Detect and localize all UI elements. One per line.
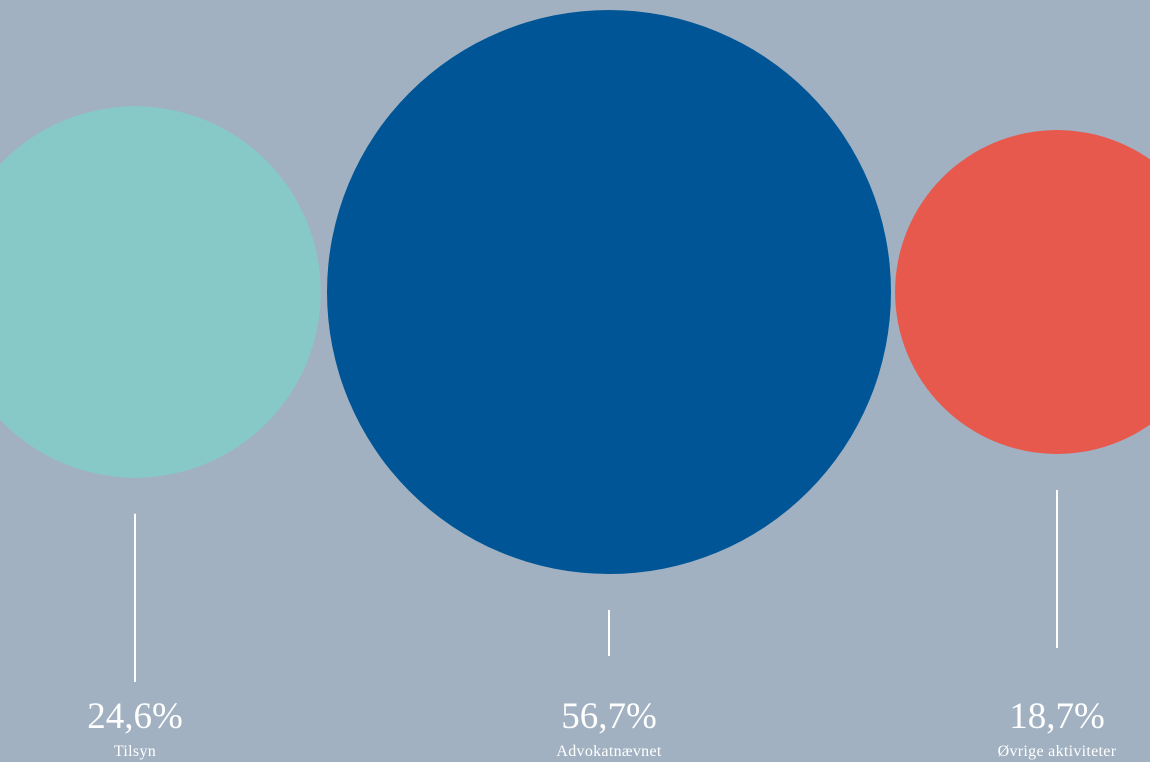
bubble-group: 18,7% Øvrige aktiviteter: [895, 130, 1150, 760]
bubble-group: 56,7% Advokatnævnet: [327, 10, 891, 760]
category-label: Tilsyn: [114, 743, 156, 760]
value-label: 24,6%: [87, 696, 183, 737]
value-label: 56,7%: [561, 696, 657, 737]
bubble: [327, 10, 891, 574]
bubble-group: 24,6% Tilsyn: [0, 106, 321, 760]
category-label: Advokatnævnet: [556, 743, 661, 760]
category-label: Øvrige aktiviteter: [998, 743, 1117, 760]
value-label: 18,7%: [1009, 696, 1105, 737]
bubble: [0, 106, 321, 478]
bubble: [895, 130, 1150, 454]
